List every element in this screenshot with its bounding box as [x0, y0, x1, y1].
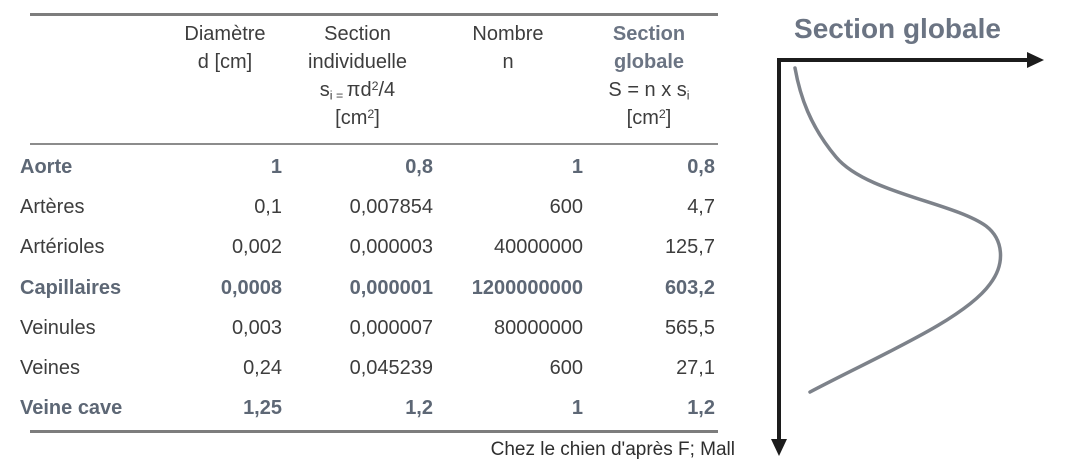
col-header-nombre: Nombre n [472, 23, 544, 73]
section-globale-unit: [cm2] [626, 106, 672, 129]
row-label: Capillaires [20, 276, 122, 299]
source-caption: Chez le chien d'après F; Mall [490, 439, 735, 460]
cell-diametre: 0,003 [231, 316, 282, 339]
cell-diametre: 0,0008 [220, 276, 282, 299]
cell-section-individuelle: 0,000003 [349, 236, 433, 259]
table-bottom-border [30, 430, 718, 433]
cell-diametre: 1,25 [243, 397, 282, 420]
col-header-diametre: Diamètre d [cm] [184, 23, 266, 73]
cell-nombre: 600 [549, 357, 583, 380]
section-individuelle-formula: si = πd2/4 [319, 78, 396, 103]
col-header-section-globale: Section globale S = n x si [cm2] [583, 20, 715, 132]
y-axis-arrowhead-icon [771, 439, 787, 456]
cell-section-globale: 603,2 [664, 276, 715, 299]
col-header-section-individuelle: Section individuelle si = πd2/4 [cm2] [282, 20, 433, 132]
vessel-table: Diamètre d [cm] Section individuelle si … [8, 0, 735, 476]
row-label: Artères [20, 195, 85, 218]
col-header-empty [8, 20, 168, 132]
section-individuelle-unit: [cm2] [335, 106, 380, 129]
cell-diametre: 1 [270, 155, 282, 178]
cell-section-individuelle: 0,000001 [349, 276, 433, 299]
cell-nombre: 600 [549, 195, 583, 218]
cell-section-individuelle: 0,045239 [349, 357, 433, 380]
x-axis-arrowhead-icon [1027, 52, 1044, 68]
figure-canvas [771, 52, 1044, 456]
cell-section-globale: 1,2 [687, 397, 715, 420]
figure-title: Section globale [794, 13, 1001, 44]
cell-section-individuelle: 0,007854 [349, 195, 433, 218]
table-body: Aorte 1 0,8 1 0,8 Artères 0,1 0,007854 6… [8, 147, 715, 429]
row-label: Veinules [20, 316, 96, 339]
cell-section-individuelle: 0,000007 [349, 316, 433, 339]
row-label: Veine cave [20, 397, 123, 420]
cell-nombre: 40000000 [494, 236, 583, 259]
cell-section-individuelle: 0,8 [405, 155, 433, 178]
row-label: Artérioles [20, 236, 105, 259]
cell-section-globale: 0,8 [687, 155, 715, 178]
section-globale-formula: S = n x si [608, 79, 690, 103]
cell-section-globale: 4,7 [687, 195, 715, 218]
section-globale-figure: Section globale [740, 0, 1065, 476]
cell-nombre: 1200000000 [471, 276, 583, 299]
cell-nombre: 1 [571, 155, 583, 178]
cell-diametre: 0,24 [243, 357, 282, 380]
cell-section-individuelle: 1,2 [405, 397, 433, 420]
row-label: Aorte [20, 155, 73, 178]
table-header-divider [30, 143, 718, 145]
row-label: Veines [20, 357, 81, 380]
cell-section-globale: 565,5 [664, 316, 715, 339]
cell-diametre: 0,1 [254, 195, 282, 218]
cell-nombre: 80000000 [494, 316, 583, 339]
table-header-row: Diamètre d [cm] Section individuelle si … [8, 20, 715, 132]
cell-section-globale: 125,7 [664, 236, 715, 259]
section-globale-curve [793, 66, 1003, 394]
cell-section-globale: 27,1 [676, 357, 715, 380]
cell-diametre: 0,002 [231, 236, 282, 259]
table-top-border [30, 13, 718, 16]
cell-nombre: 1 [571, 397, 583, 420]
